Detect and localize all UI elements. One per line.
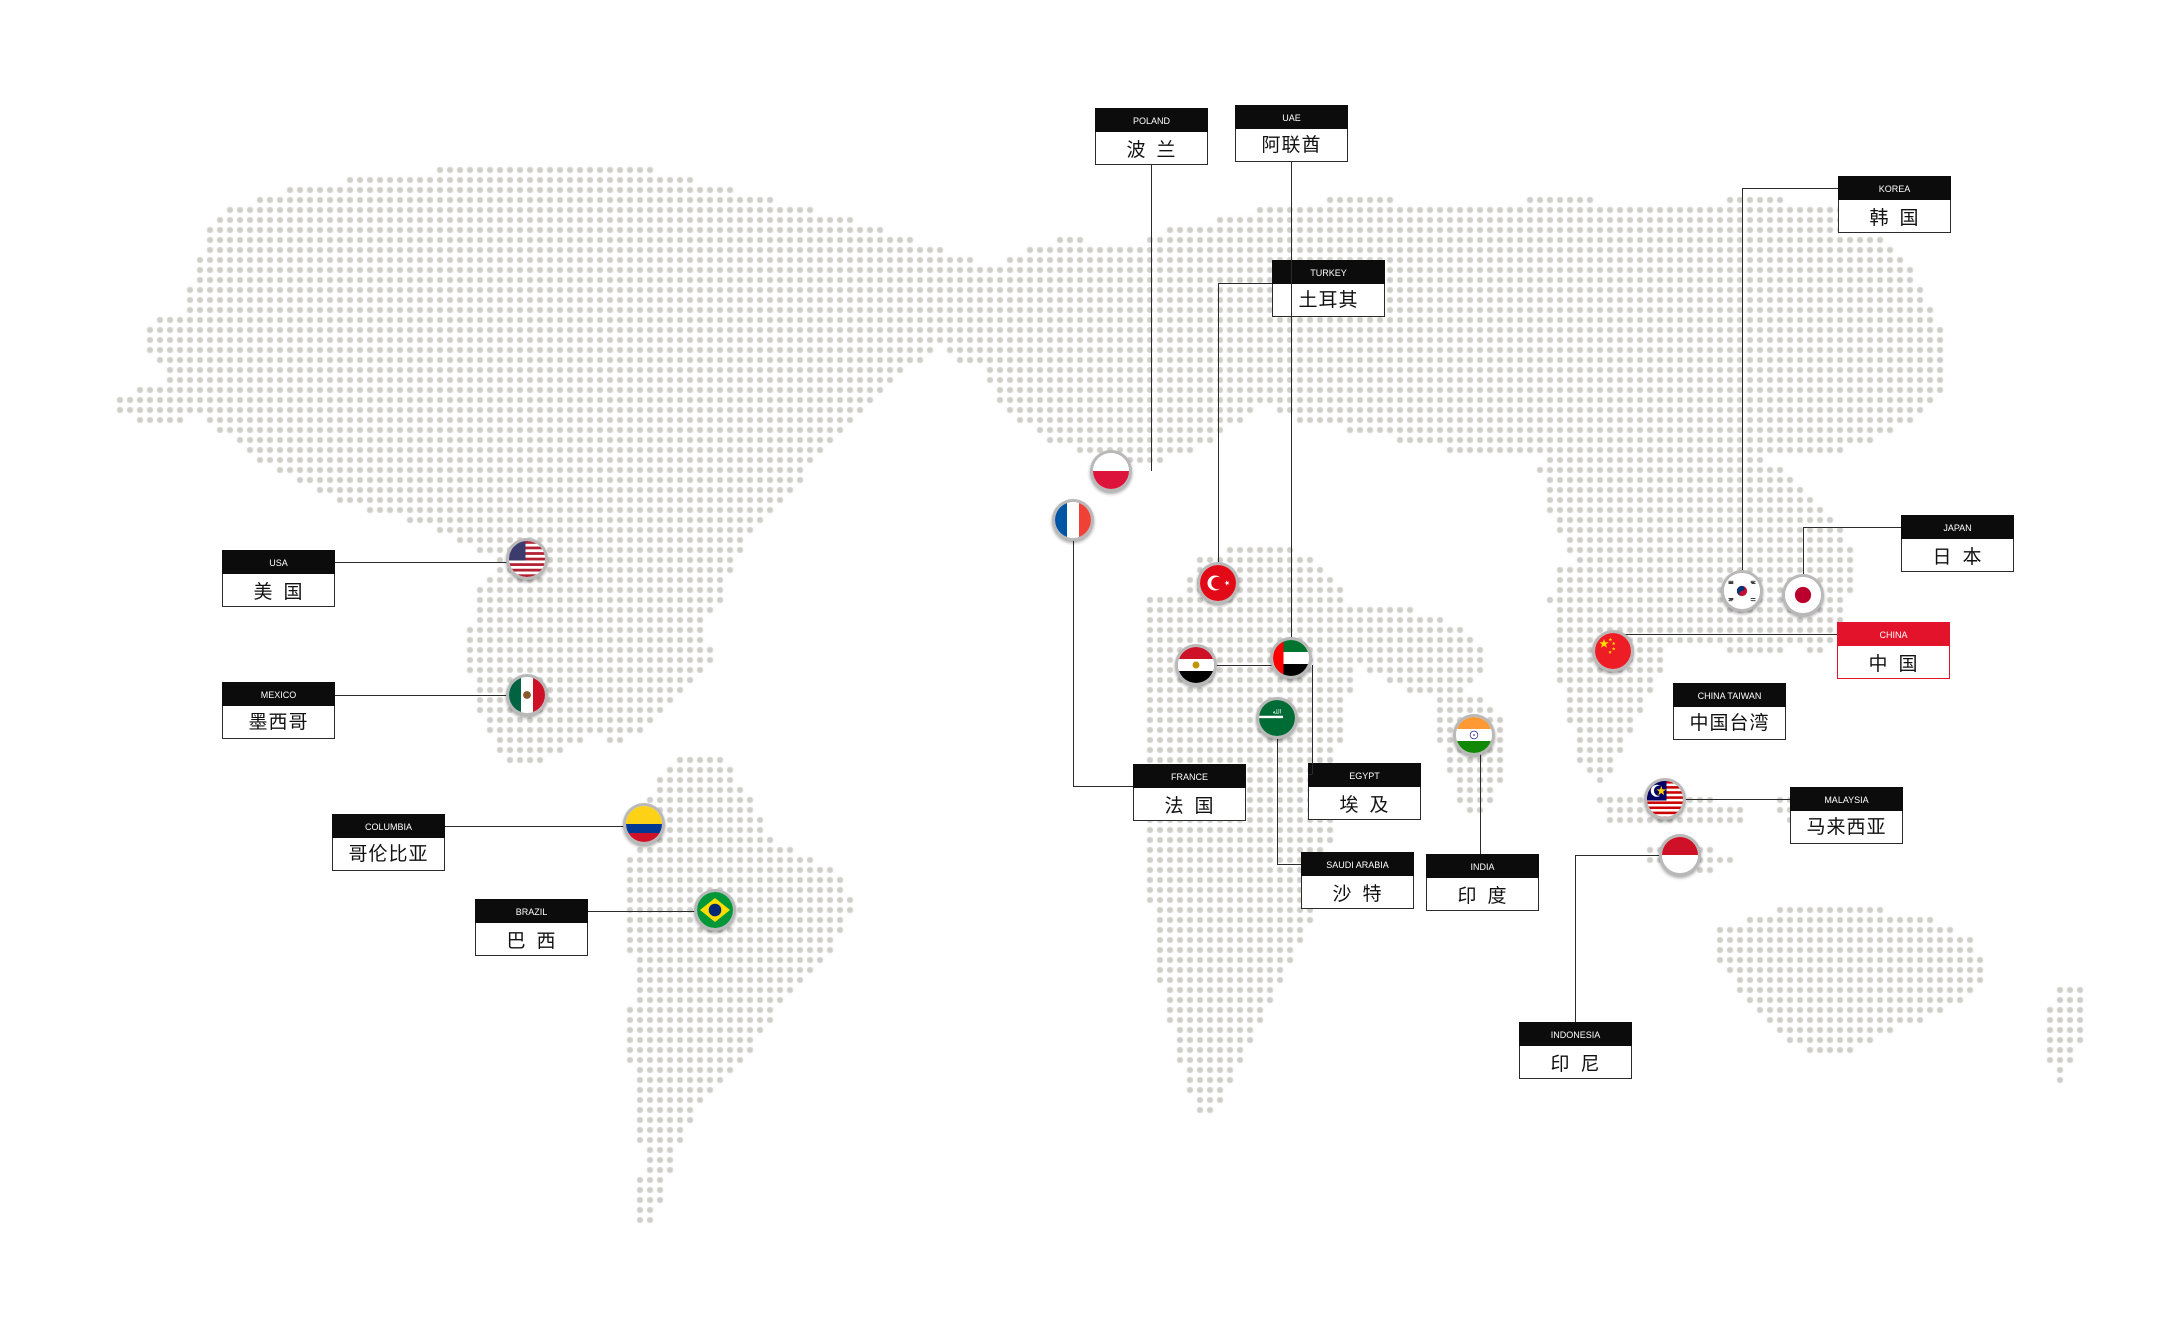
svg-text:الله: الله — [1273, 709, 1282, 716]
